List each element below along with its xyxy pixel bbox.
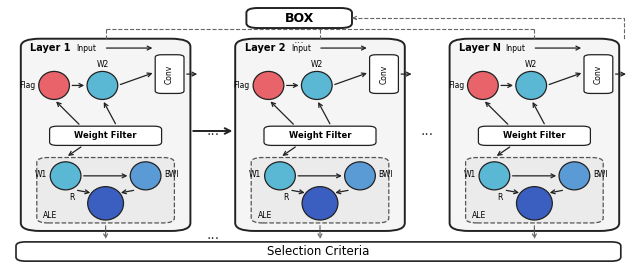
Text: W1: W1	[35, 170, 47, 179]
Text: W1: W1	[249, 170, 262, 179]
Ellipse shape	[253, 72, 284, 100]
Text: W2: W2	[310, 60, 323, 69]
Ellipse shape	[87, 72, 118, 100]
FancyBboxPatch shape	[584, 55, 613, 93]
Text: BWI: BWI	[379, 170, 393, 179]
Text: Weight Filter: Weight Filter	[503, 131, 566, 140]
Ellipse shape	[467, 72, 499, 100]
Text: Flag: Flag	[448, 81, 464, 90]
FancyBboxPatch shape	[20, 39, 191, 231]
Ellipse shape	[516, 187, 552, 220]
Text: R: R	[69, 194, 74, 202]
Text: W1: W1	[463, 170, 476, 179]
Text: Flag: Flag	[19, 81, 35, 90]
Ellipse shape	[88, 187, 124, 220]
FancyBboxPatch shape	[466, 158, 603, 223]
Text: ALE: ALE	[44, 211, 58, 220]
Ellipse shape	[38, 72, 69, 100]
Text: BOX: BOX	[285, 11, 314, 25]
FancyBboxPatch shape	[236, 39, 405, 231]
Text: ALE: ALE	[258, 211, 272, 220]
Text: Conv: Conv	[594, 64, 603, 84]
Text: Conv: Conv	[165, 64, 174, 84]
Text: ...: ...	[206, 124, 220, 138]
Ellipse shape	[131, 162, 161, 190]
Text: BWI: BWI	[593, 170, 607, 179]
Ellipse shape	[51, 162, 81, 190]
Text: Layer 2: Layer 2	[245, 43, 285, 53]
Ellipse shape	[479, 162, 509, 190]
Ellipse shape	[344, 162, 376, 190]
FancyBboxPatch shape	[155, 55, 184, 93]
FancyBboxPatch shape	[37, 158, 174, 223]
Text: Selection Criteria: Selection Criteria	[268, 245, 369, 258]
Text: Input: Input	[291, 44, 311, 53]
FancyBboxPatch shape	[479, 126, 590, 146]
FancyBboxPatch shape	[252, 158, 389, 223]
Text: Conv: Conv	[380, 64, 388, 84]
Text: R: R	[498, 194, 503, 202]
Text: W2: W2	[96, 60, 109, 69]
Text: BWI: BWI	[164, 170, 179, 179]
Ellipse shape	[301, 72, 332, 100]
Text: ...: ...	[206, 228, 220, 242]
Text: W2: W2	[525, 60, 538, 69]
Text: ...: ...	[294, 35, 305, 45]
Text: Layer 1: Layer 1	[31, 43, 71, 53]
FancyBboxPatch shape	[16, 242, 621, 261]
Text: Flag: Flag	[234, 81, 250, 90]
Ellipse shape	[516, 72, 547, 100]
FancyBboxPatch shape	[449, 39, 619, 231]
FancyBboxPatch shape	[264, 126, 376, 146]
Text: Input: Input	[76, 44, 97, 53]
Ellipse shape	[302, 187, 338, 220]
Text: Input: Input	[505, 44, 525, 53]
Ellipse shape	[559, 162, 589, 190]
Text: Weight Filter: Weight Filter	[74, 131, 137, 140]
Text: Weight Filter: Weight Filter	[289, 131, 351, 140]
FancyBboxPatch shape	[246, 8, 352, 28]
FancyBboxPatch shape	[370, 55, 398, 93]
Text: ALE: ALE	[472, 211, 486, 220]
Text: Layer N: Layer N	[459, 43, 501, 53]
Text: ...: ...	[420, 124, 434, 138]
FancyBboxPatch shape	[50, 126, 161, 146]
Ellipse shape	[265, 162, 296, 190]
Text: R: R	[284, 194, 289, 202]
